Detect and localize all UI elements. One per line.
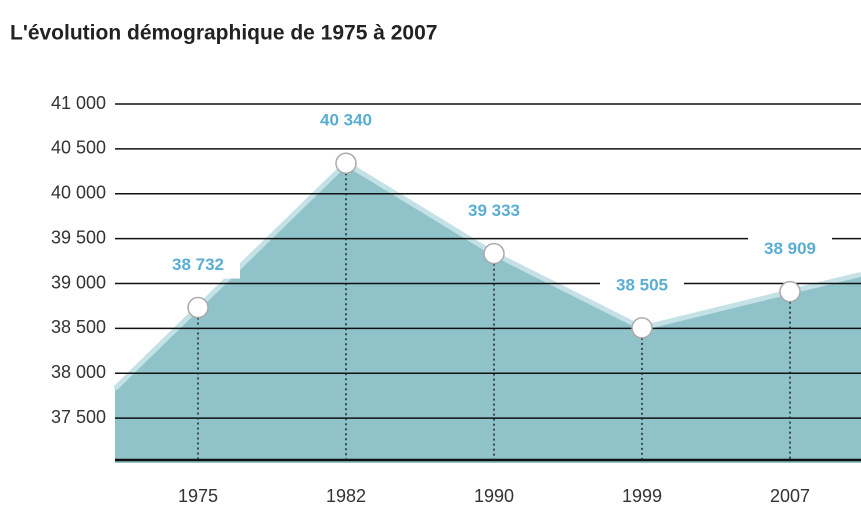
point <box>335 152 357 174</box>
label-bg <box>304 108 388 135</box>
value-label: 38 505 <box>616 275 668 294</box>
y-tick-label: 41 000 <box>51 93 106 113</box>
point <box>779 280 801 303</box>
value-label: 40 340 <box>320 111 372 130</box>
value-label: 38 909 <box>764 239 816 258</box>
label-bg <box>156 252 240 279</box>
chart-title: L'évolution démographique de 1975 à 2007 <box>10 22 437 45</box>
y-tick-label: 40 500 <box>51 138 106 158</box>
label-bg <box>452 198 536 225</box>
point <box>187 296 209 319</box>
y-tick-label: 39 000 <box>51 272 106 292</box>
label-bg <box>600 272 684 299</box>
x-tick-label: 2007 <box>770 486 810 506</box>
y-tick-label: 38 500 <box>51 317 106 337</box>
y-tick-label: 38 000 <box>51 362 106 382</box>
value-label: 39 333 <box>468 201 520 220</box>
y-tick-label: 37 500 <box>51 407 106 427</box>
x-tick-label: 1990 <box>474 486 514 506</box>
point <box>631 317 653 339</box>
value-label: 38 732 <box>172 255 224 274</box>
label-bg <box>748 236 832 263</box>
point <box>483 242 505 265</box>
x-tick-label: 1975 <box>178 486 218 506</box>
y-tick-label: 40 000 <box>51 183 106 203</box>
x-tick-label: 1999 <box>622 486 662 506</box>
x-tick-label: 1982 <box>326 486 366 506</box>
y-tick-label: 39 500 <box>51 227 106 247</box>
